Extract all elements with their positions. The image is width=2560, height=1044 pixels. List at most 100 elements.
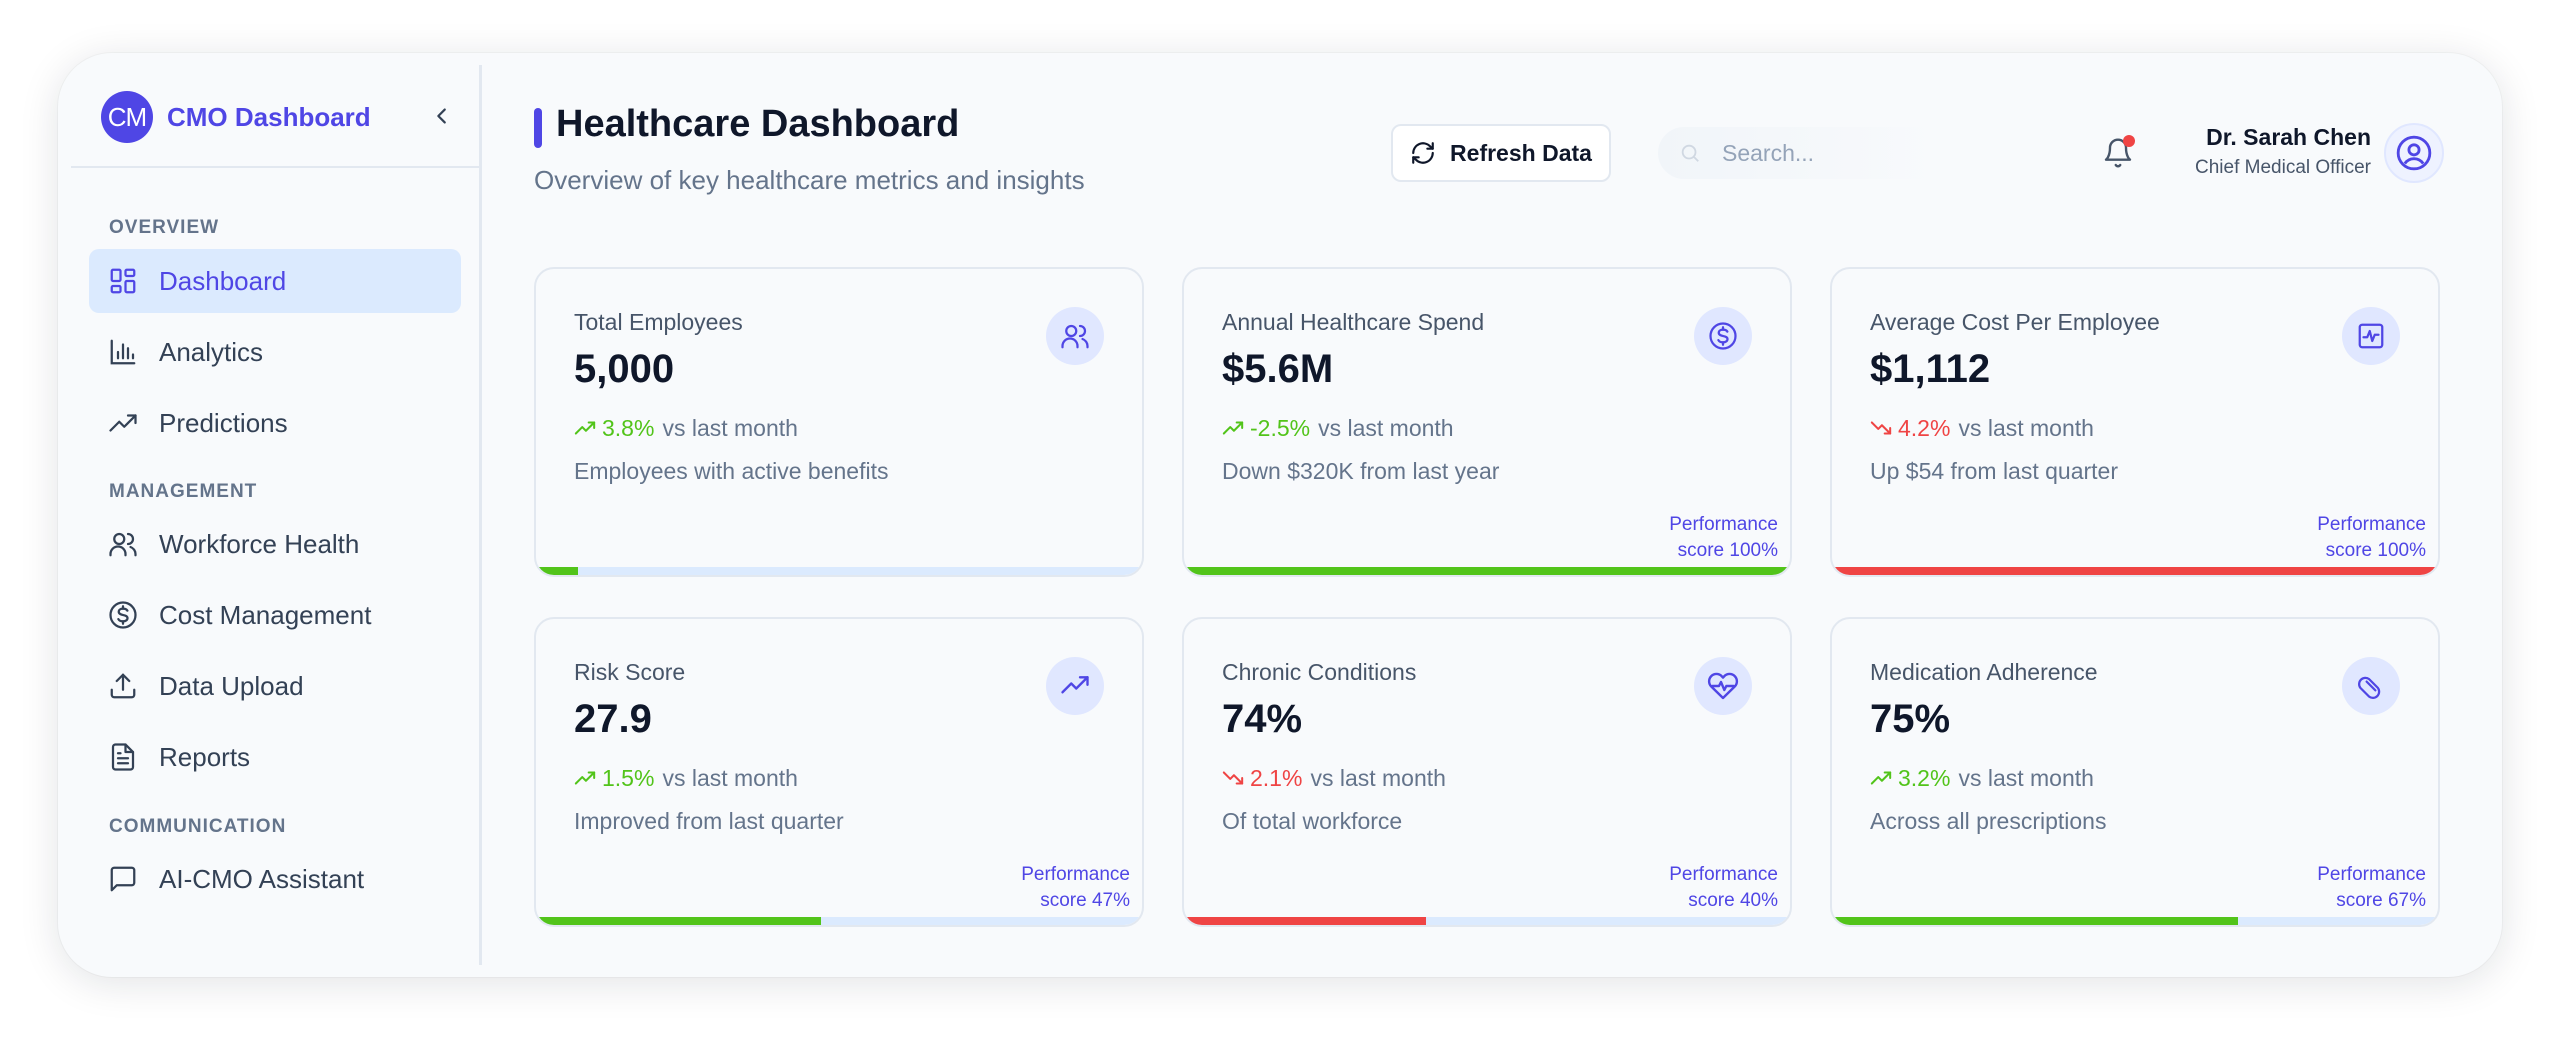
progress-fill — [536, 917, 821, 925]
metric-card-medication-adherence[interactable]: Medication Adherence 75% 3.2% vs last mo… — [1830, 617, 2440, 927]
sidebar-item-workforce-health[interactable]: Workforce Health — [89, 512, 461, 576]
metric-card-annual-healthcare-spend[interactable]: Annual Healthcare Spend $5.6M -2.5% vs l… — [1182, 267, 1792, 577]
performance-label: Performance — [1669, 864, 1778, 885]
metric-card-risk-score[interactable]: Risk Score 27.9 1.5% vs last month Impro… — [534, 617, 1144, 927]
progress-fill — [1184, 917, 1427, 925]
sidebar-item-label: Reports — [159, 741, 251, 772]
card-value: 75% — [1870, 697, 1951, 741]
page-subtitle: Overview of key healthcare metrics and i… — [534, 165, 1085, 195]
card-trend: 2.1% vs last month — [1222, 763, 1446, 793]
card-value: 74% — [1222, 697, 1303, 741]
card-icon-badge — [1046, 307, 1104, 365]
sidebar-item-predictions[interactable]: Predictions — [89, 391, 461, 455]
trend-up-icon — [1870, 771, 1892, 785]
metric-card-chronic-conditions[interactable]: Chronic Conditions 74% 2.1% vs last mont… — [1182, 617, 1792, 927]
card-description: Improved from last quarter — [574, 808, 844, 834]
trend-up-icon — [1061, 676, 1089, 694]
performance-label: Performance — [1669, 514, 1778, 535]
dollar-circle-icon — [107, 599, 139, 631]
card-description: Across all prescriptions — [1870, 808, 2107, 834]
user-role: Chief Medical Officer — [2195, 157, 2371, 178]
title-accent-bar — [534, 108, 542, 148]
grid-icon — [107, 265, 139, 297]
card-title: Risk Score — [574, 659, 686, 685]
brand-logo: CM — [101, 91, 153, 143]
section-title-communication: COMMUNICATION — [109, 816, 287, 837]
card-value: 5,000 — [574, 347, 675, 391]
trend-up-icon — [574, 771, 596, 785]
card-icon-badge — [1046, 657, 1104, 715]
avatar[interactable] — [2384, 123, 2444, 183]
sidebar-item-label: Predictions — [159, 407, 288, 438]
card-icon-badge — [2342, 307, 2400, 365]
card-trend: 3.8% vs last month — [574, 413, 798, 443]
refresh-icon — [1412, 142, 1434, 164]
bell-icon — [2104, 138, 2132, 168]
sidebar-item-dashboard[interactable]: Dashboard — [89, 249, 461, 313]
trend-down-icon — [1222, 771, 1244, 785]
performance-score: Performance score 40% — [1669, 862, 1778, 914]
message-icon — [107, 863, 139, 895]
dollar-circle-icon — [1709, 322, 1737, 350]
trend-value: 4.2% — [1898, 414, 1951, 441]
brand[interactable]: CM CMO Dashboard — [101, 89, 371, 145]
sidebar-item-label: Workforce Health — [159, 528, 360, 559]
refresh-data-button[interactable]: Refresh Data — [1391, 124, 1611, 182]
page-title: Healthcare Dashboard — [556, 103, 960, 145]
card-trend: -2.5% vs last month — [1222, 413, 1454, 443]
card-description: Down $320K from last year — [1222, 458, 1500, 484]
search-input[interactable] — [1722, 139, 2102, 167]
performance-value: score 67% — [2336, 890, 2426, 911]
performance-label: Performance — [2317, 864, 2426, 885]
card-icon-badge — [2342, 657, 2400, 715]
user-name: Dr. Sarah Chen — [2206, 124, 2371, 150]
sidebar-item-cost-management[interactable]: Cost Management — [89, 583, 461, 647]
trend-suffix: vs last month — [662, 414, 798, 441]
trend-up-icon — [574, 421, 596, 435]
sidebar-item-ai-cmo-assistant[interactable]: AI-CMO Assistant — [89, 847, 461, 911]
file-text-icon — [107, 741, 139, 773]
trend-value: 2.1% — [1250, 764, 1303, 791]
notification-dot — [2123, 135, 2135, 147]
performance-label: Performance — [1021, 864, 1130, 885]
card-trend: 1.5% vs last month — [574, 763, 798, 793]
sidebar-item-label: Analytics — [159, 336, 264, 367]
card-trend: 3.2% vs last month — [1870, 763, 2094, 793]
progress-track — [536, 917, 1142, 925]
metric-card-average-cost-per-employee[interactable]: Average Cost Per Employee $1,112 4.2% vs… — [1830, 267, 2440, 577]
collapse-sidebar-button[interactable] — [427, 101, 457, 131]
sidebar-divider — [71, 166, 479, 168]
card-title: Annual Healthcare Spend — [1222, 309, 1485, 335]
card-description: Up $54 from last quarter — [1870, 458, 2119, 484]
card-icon-badge — [1694, 657, 1752, 715]
performance-value: score 100% — [1677, 540, 1778, 561]
progress-track — [1184, 917, 1790, 925]
app-window: CM CMO Dashboard OVERVIEW Dashboard Anal… — [58, 53, 2502, 977]
progress-track — [536, 567, 1142, 575]
users-icon — [107, 528, 139, 560]
section-title-management: MANAGEMENT — [109, 481, 258, 502]
notifications-button[interactable] — [2098, 133, 2138, 173]
search-box — [1658, 127, 2138, 179]
card-description: Employees with active benefits — [574, 458, 889, 484]
sidebar-item-label: AI-CMO Assistant — [159, 863, 365, 894]
trend-up-icon — [107, 407, 139, 439]
trend-up-icon — [1222, 421, 1244, 435]
trend-value: 3.8% — [602, 414, 655, 441]
sidebar-item-analytics[interactable]: Analytics — [89, 320, 461, 384]
brand-name: CMO Dashboard — [167, 101, 371, 132]
section-title-overview: OVERVIEW — [109, 217, 220, 238]
trend-suffix: vs last month — [662, 764, 798, 791]
trend-suffix: vs last month — [1318, 414, 1454, 441]
card-description: Of total workforce — [1222, 808, 1403, 834]
progress-fill — [1832, 567, 2438, 575]
performance-score: Performance score 67% — [2317, 862, 2426, 914]
trend-suffix: vs last month — [1958, 414, 2094, 441]
sidebar-item-reports[interactable]: Reports — [89, 725, 461, 789]
metric-card-total-employees[interactable]: Total Employees 5,000 3.8% vs last month… — [534, 267, 1144, 577]
users-icon — [1061, 324, 1089, 349]
performance-score: Performance score 100% — [1669, 512, 1778, 564]
progress-fill — [1832, 917, 2239, 925]
sidebar-item-data-upload[interactable]: Data Upload — [89, 654, 461, 718]
performance-value: score 40% — [1688, 890, 1778, 911]
